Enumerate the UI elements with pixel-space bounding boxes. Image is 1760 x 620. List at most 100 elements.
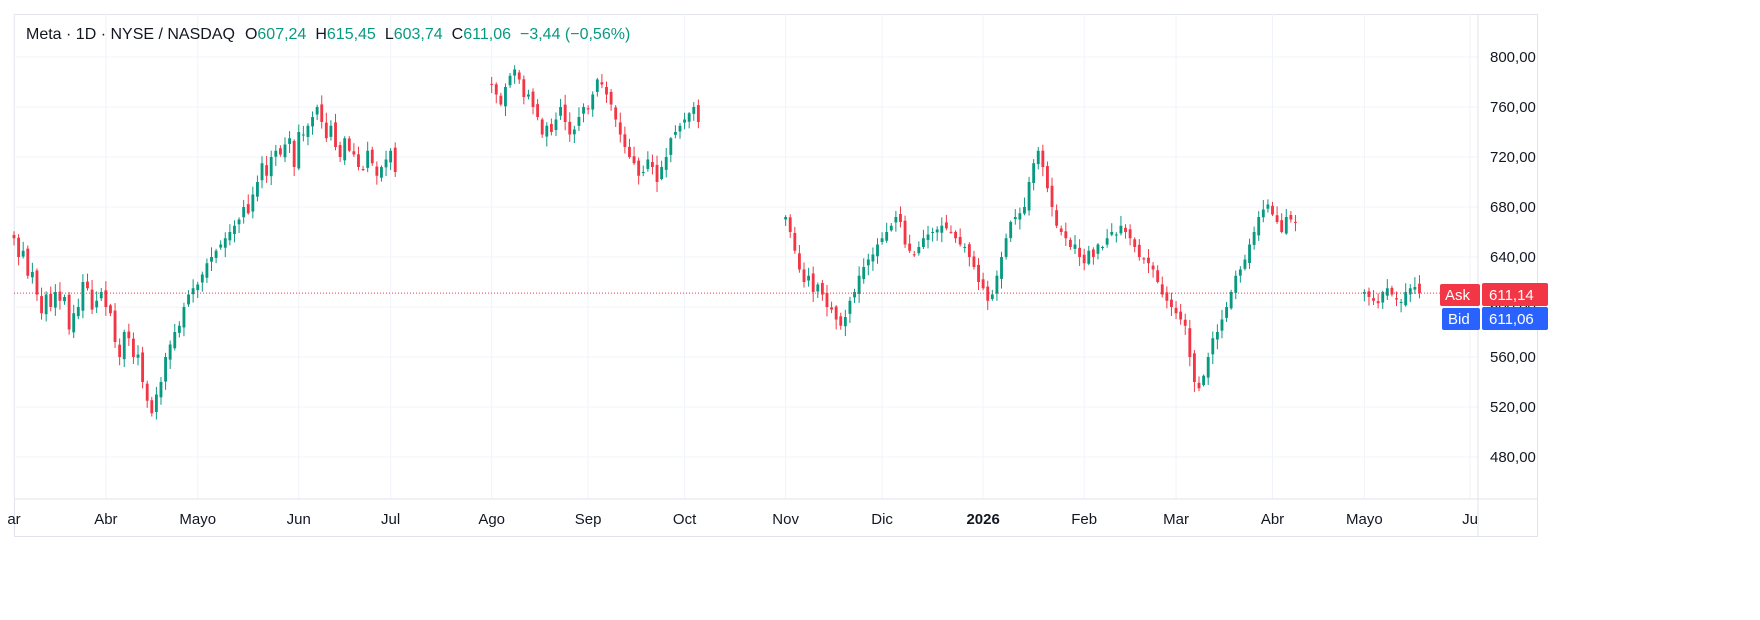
candle: [834, 305, 838, 330]
candle-body: [95, 300, 99, 308]
candle: [788, 214, 792, 238]
candle: [1192, 350, 1196, 392]
candle: [1390, 285, 1394, 297]
low-value: 603,74: [393, 26, 443, 43]
candle-body: [1179, 311, 1183, 320]
candle: [1294, 214, 1297, 232]
candle: [269, 150, 273, 186]
candle-body: [830, 307, 833, 310]
candle-body: [1082, 254, 1086, 264]
y-tick-label: 560,00: [1490, 349, 1536, 366]
candle-body: [191, 288, 195, 295]
candle-body: [664, 157, 668, 170]
candle: [1275, 206, 1279, 224]
close-value: 611,06: [463, 26, 511, 43]
candle-body: [1284, 217, 1288, 234]
candle-body: [1399, 302, 1403, 303]
candle: [595, 77, 599, 97]
candle-body: [673, 132, 677, 135]
candle: [251, 186, 255, 219]
candle: [889, 223, 893, 232]
candle-body: [862, 267, 866, 280]
candle-body: [141, 352, 145, 382]
candle-body: [1073, 244, 1077, 249]
candle: [366, 141, 370, 173]
candle-body: [109, 305, 112, 314]
candle: [1151, 262, 1155, 278]
candle-body: [935, 229, 939, 233]
candle-body: [1192, 353, 1196, 382]
candle-body: [237, 219, 241, 225]
candle: [816, 282, 820, 299]
candle-body: [1234, 275, 1238, 293]
candle: [692, 102, 696, 121]
candle: [1036, 146, 1040, 170]
candle: [926, 225, 930, 249]
candle-body: [1390, 287, 1394, 295]
candle: [618, 112, 622, 143]
candle: [1110, 223, 1114, 237]
candle: [343, 136, 347, 165]
candle: [223, 232, 227, 258]
low-key: L: [384, 26, 394, 43]
candle: [673, 125, 677, 139]
y-axis: 480,00520,00560,00600,00640,00680,00720,…: [1490, 49, 1536, 466]
candle: [1119, 215, 1123, 236]
candle-body: [338, 145, 342, 157]
candle: [669, 136, 673, 163]
candle-body: [1114, 234, 1118, 236]
candle: [136, 345, 140, 366]
candle: [857, 266, 861, 303]
candle-body: [1289, 214, 1293, 220]
candle-body: [1367, 291, 1371, 297]
candle: [1202, 374, 1206, 387]
candle-body: [182, 307, 186, 328]
candle: [67, 291, 71, 335]
candle-body: [44, 294, 48, 315]
candle-body: [1018, 213, 1022, 220]
candle-body: [30, 272, 34, 278]
candle-body: [352, 151, 356, 155]
candle-body: [990, 294, 994, 299]
candle-body: [311, 117, 314, 127]
candle-body: [214, 250, 218, 258]
candle: [885, 222, 889, 243]
candle: [1284, 208, 1288, 235]
ask-label: Ask: [1445, 287, 1471, 304]
candle: [1041, 144, 1045, 177]
candle-body: [931, 232, 935, 233]
candle-body: [651, 162, 654, 167]
candle-body: [63, 297, 66, 302]
candle-body: [1046, 166, 1049, 189]
candle-body: [49, 293, 53, 307]
candle: [908, 234, 912, 254]
candle: [1395, 291, 1398, 307]
candle: [646, 151, 650, 172]
candle: [605, 81, 608, 103]
candle-body: [384, 159, 388, 168]
candle-body: [260, 163, 264, 181]
candle-body: [508, 75, 512, 86]
candle-body: [628, 146, 631, 157]
candle: [30, 262, 34, 284]
x-tick-label: Nov: [772, 511, 799, 528]
candle-body: [696, 105, 700, 122]
candle: [177, 321, 181, 338]
candle: [154, 386, 158, 420]
candle: [894, 210, 898, 232]
candle-body: [687, 113, 691, 122]
candle-body: [954, 231, 958, 239]
candle: [357, 146, 360, 171]
candle-body: [811, 273, 815, 292]
candle: [664, 147, 668, 178]
candle: [375, 161, 379, 185]
candle-body: [1101, 247, 1104, 248]
candle-body: [1202, 375, 1206, 386]
candle: [1225, 301, 1228, 322]
high-key: H: [315, 26, 327, 43]
candle-body: [26, 248, 30, 276]
candle-body: [522, 79, 526, 97]
x-tick-label: Dic: [871, 511, 893, 528]
candle-body: [683, 119, 687, 123]
